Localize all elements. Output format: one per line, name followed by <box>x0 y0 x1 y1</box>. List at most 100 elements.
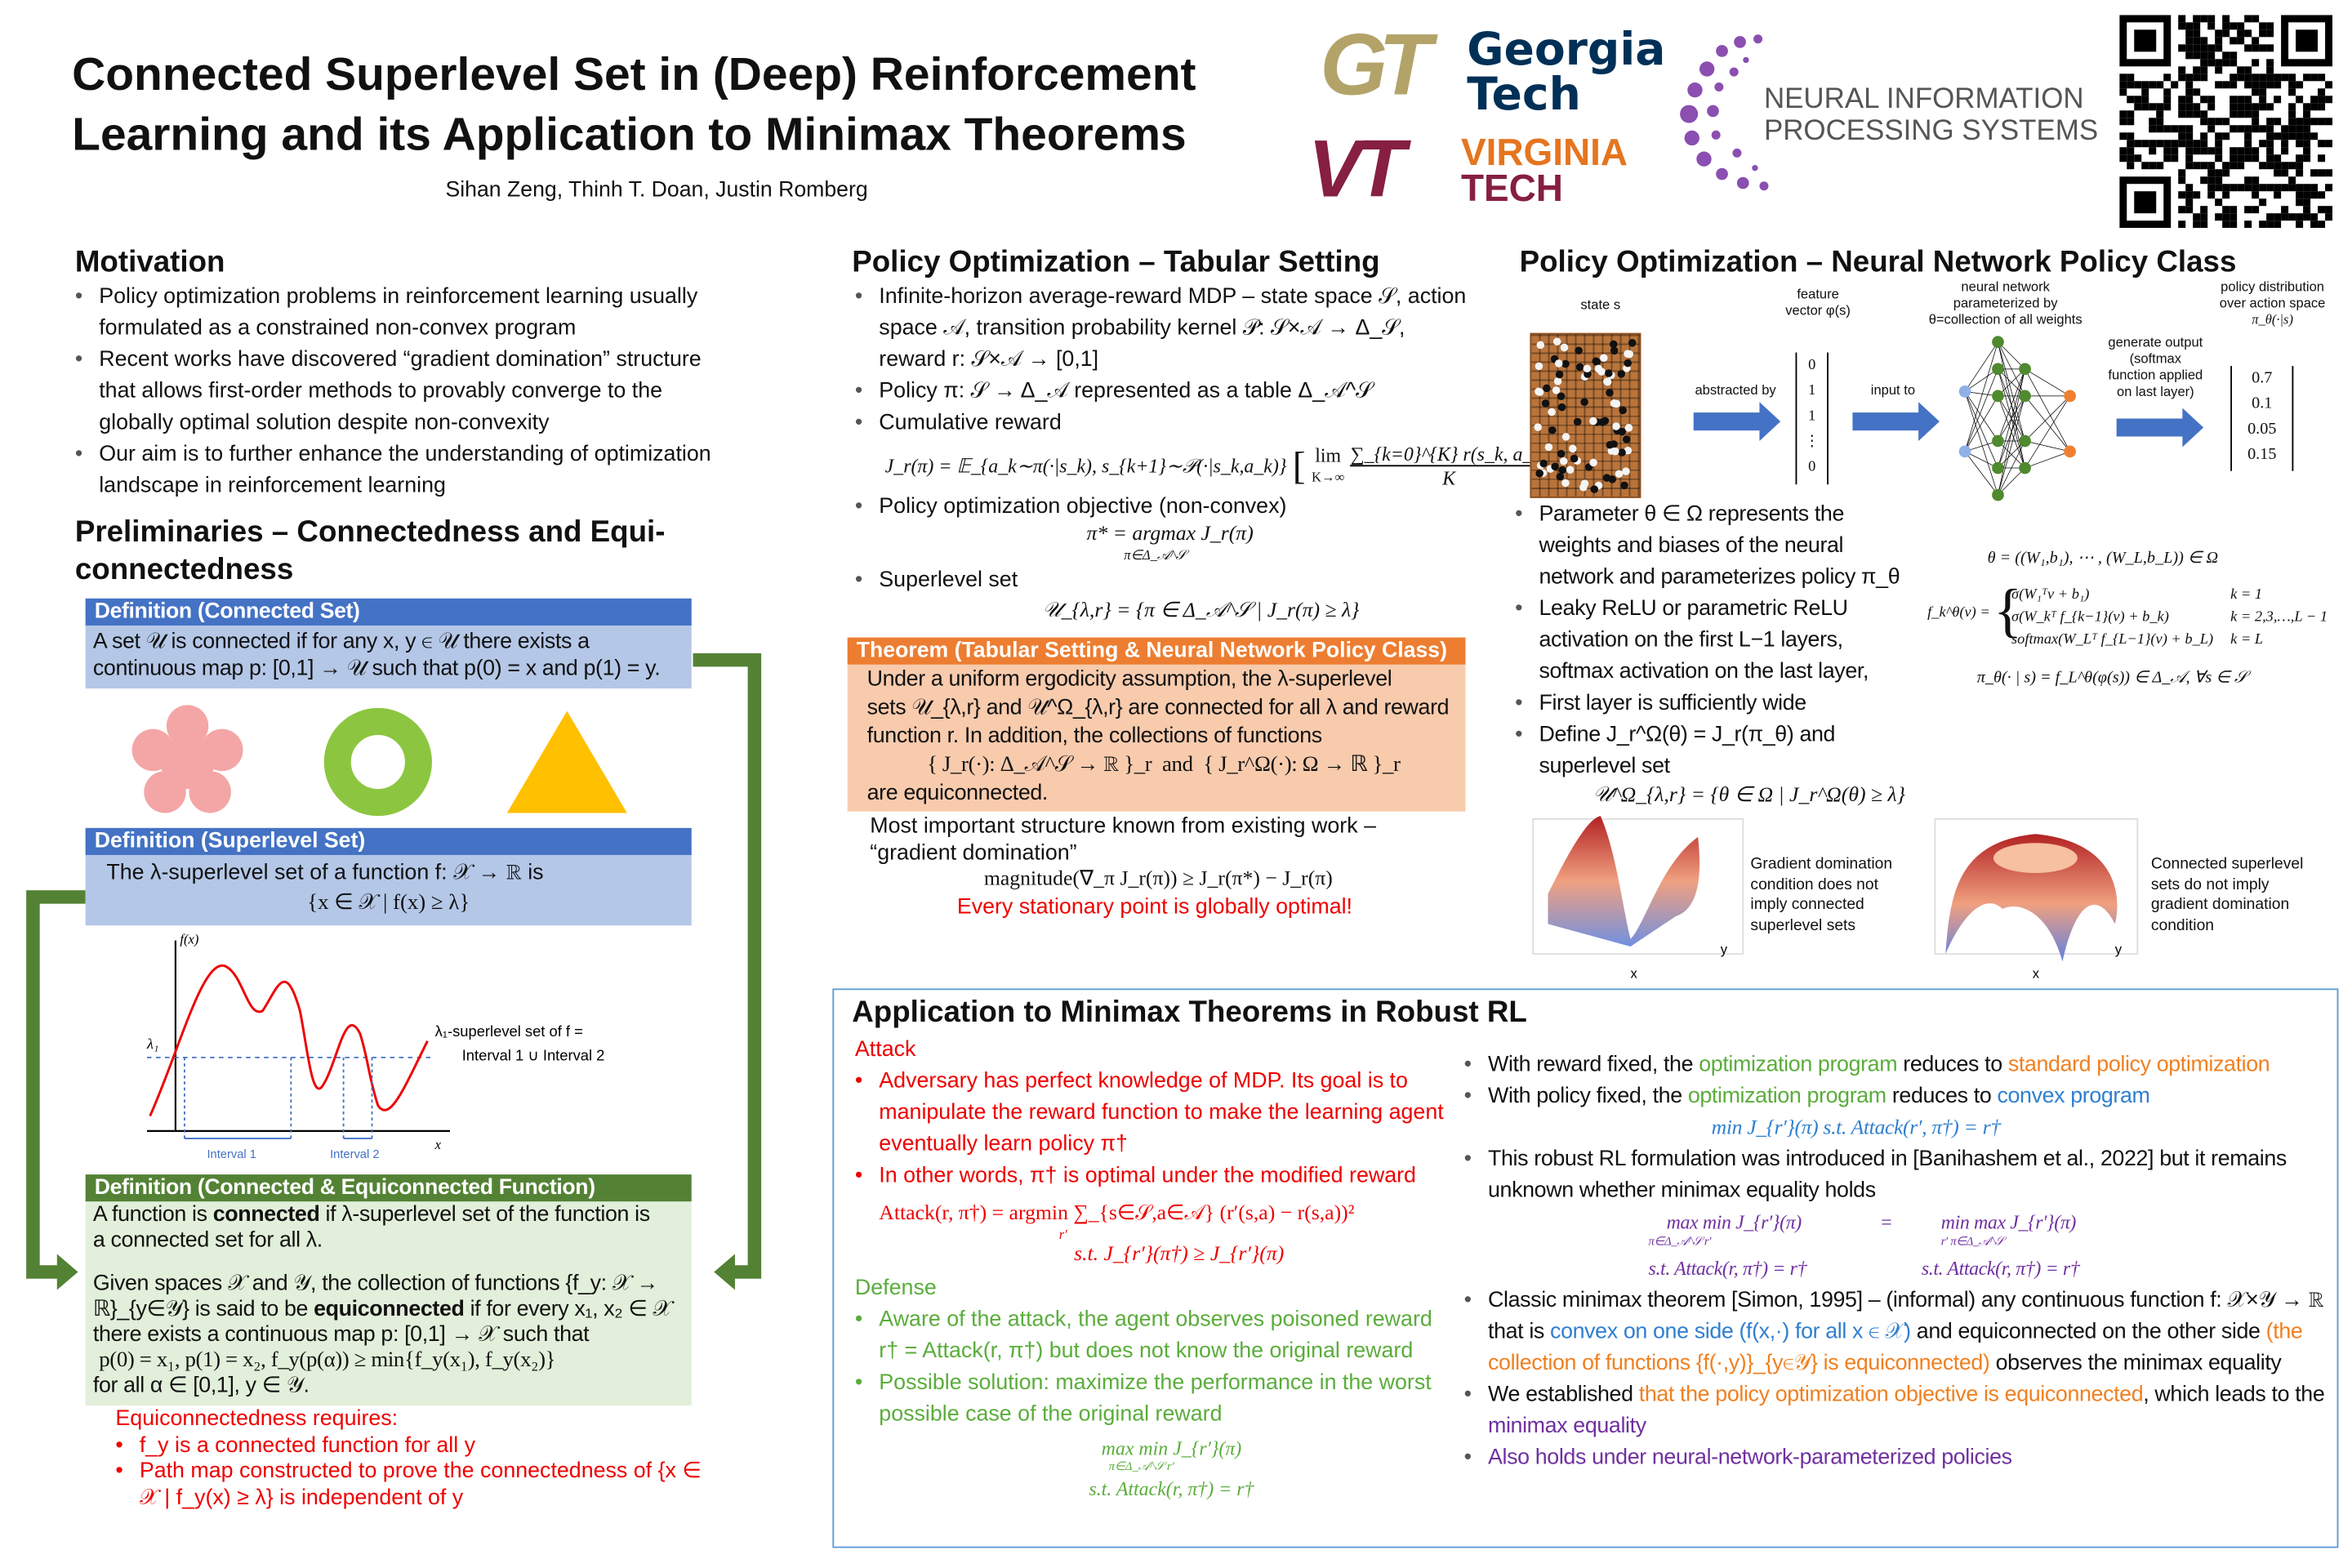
ring-shape-icon <box>323 707 432 817</box>
application-item: This robust RL formulation was introduce… <box>1464 1144 2327 1207</box>
superlevel-formula: 𝒰_{λ,r} = {π ∈ Δ_𝒜^𝒮 | J_r(π) ≥ λ} <box>1042 599 1360 623</box>
application-right-list-2: This robust RL formulation was introduce… <box>1464 1144 2327 1207</box>
note-highlight: Every stationary point is globally optim… <box>956 895 1353 920</box>
blue-arrow-icon <box>1852 402 1940 441</box>
x-axis-label: x <box>1630 966 1637 982</box>
tabular-item: Policy π: 𝒮 → Δ_𝒜 represented as a table… <box>855 376 1477 408</box>
tabular-item: Policy optimization objective (non-conve… <box>855 492 1477 523</box>
cumulative-reward-formula: J_r(π) = 𝔼_{a_k∼π(·|s_k), s_{k+1}∼𝒫(·|s_… <box>884 442 1566 489</box>
nn-superlevel-formula: 𝒰^Ω_{λ,r} = {θ ∈ Ω | J_r^Ω(θ) ≥ λ} <box>1592 784 1905 808</box>
theorem-text: are equiconnected. <box>866 781 1049 806</box>
note-text: “gradient domination” <box>870 841 1077 866</box>
tabular-list-3: Superlevel set <box>855 565 1477 597</box>
requirement-item: Path map constructed to prove the connec… <box>115 1459 715 1512</box>
text-segment: Also holds under neural-network-paramete… <box>1488 1446 2012 1470</box>
definition-superlevel-set: Definition (Superlevel Set) The λ-superl… <box>85 827 692 926</box>
neurips-text-2: PROCESSING SYSTEMS <box>1763 115 2099 147</box>
motivation-item: Our aim is to further enhance the unders… <box>75 439 742 502</box>
superlevel-plot: f(x) x λ₁ Interval 1 Interval 2 λ₁-super… <box>146 931 605 1161</box>
triangle-shape-icon <box>506 710 627 813</box>
motivation-heading: Motivation <box>74 246 225 279</box>
nn-item: Define J_r^Ω(θ) = J_r(π_θ) and superleve… <box>1515 720 1920 783</box>
text-segment: convex program <box>1997 1084 2150 1109</box>
lambda-label: λ₁ <box>146 1036 158 1052</box>
application-item: With policy fixed, the optimization prog… <box>1464 1081 2327 1113</box>
text-segment: We established <box>1488 1383 1639 1407</box>
gt-mark: GT <box>1320 16 1432 114</box>
objective-formula: π* = argmax J_r(π) π∈Δ_𝒜^𝒮 <box>1086 523 1254 563</box>
definition-title: Definition (Connected & Equiconnected Fu… <box>85 1174 692 1202</box>
annotation-line-1: λ₁-superlevel set of f = <box>435 1022 583 1040</box>
preliminaries-heading: Preliminaries – Connectedness and Equi- … <box>75 514 742 590</box>
flow-arrows <box>26 653 762 1290</box>
application-box: Application to Minimax Theorems in Robus… <box>832 988 2339 1548</box>
y-axis-label: f(x) <box>180 931 198 947</box>
theorem-text: function r. In addition, the collections… <box>866 724 1323 749</box>
title-line-1: Connected Superlevel Set in (Deep) Reinf… <box>72 47 1196 101</box>
neurips-text-1: NEURAL INFORMATION <box>1763 83 2084 116</box>
nn-list: Parameter θ ∈ Ω represents the weights a… <box>1515 500 1920 783</box>
text-segment: With policy fixed, the <box>1488 1084 1688 1109</box>
georgia-tech-logo: GT Georgia Tech <box>1320 16 1665 122</box>
definition-formula: p(0) = x₁, p(1) = x₂, f_y(p(α)) ≥ min{f_… <box>99 1348 556 1373</box>
qr-code-icon[interactable] <box>2119 15 2333 229</box>
application-right-column: With reward fixed, the optimization prog… <box>1464 1050 2327 1475</box>
interval-2-label: Interval 2 <box>330 1148 379 1161</box>
gradient-domination-formula: magnitude(∇_π J_r(π)) ≥ J_r(π*) − J_r(π) <box>983 868 1333 891</box>
text-segment: reduces to <box>1886 1084 1998 1109</box>
vt-name-1: VIRGINIA <box>1460 131 1628 175</box>
plot-1-caption: Gradient domination condition does not imp… <box>1750 854 1893 934</box>
y-axis-label: y <box>1721 942 1728 957</box>
definition-text: a connected set for all λ. <box>92 1228 323 1253</box>
tabular-column: Policy Optimization – Tabular Setting In… <box>847 246 1566 921</box>
definition-title: Definition (Superlevel Set) <box>85 827 692 855</box>
theorem-text: Under a uniform ergodicity assumption, t… <box>866 667 1392 692</box>
theorem-box: Theorem (Tabular Setting & Neural Networ… <box>847 637 1466 812</box>
policy-formula: π_θ(· | s) = f_L^θ(φ(s)) ∈ Δ_𝒜, ∀s ∈ 𝒮 <box>1976 669 2247 688</box>
left-column-top: Motivation Policy optimization problems … <box>74 246 742 689</box>
surface-mesh <box>1548 816 1700 947</box>
definition-body: The λ-superlevel set of a function f: 𝒳 … <box>106 861 544 885</box>
theorem-title: Theorem (Tabular Setting & Neural Networ… <box>847 637 1466 665</box>
text-segment: standard policy optimization <box>2007 1053 2270 1077</box>
application-item: With reward fixed, the optimization prog… <box>1464 1050 2327 1082</box>
attack-item: In other words, π† is optimal under the … <box>855 1161 1447 1193</box>
text-segment: optimization program <box>1687 1084 1886 1109</box>
nn-item: First layer is sufficiently wide <box>1515 688 1920 720</box>
application-item: Also holds under neural-network-paramete… <box>1464 1443 2327 1475</box>
definition-body: continuous map p: [0,1] → 𝒰 such that p(… <box>92 657 661 681</box>
arrow-label: input to <box>1870 382 1916 398</box>
defense-item: Aware of the attack, the agent observes … <box>855 1305 1447 1368</box>
annotation-line-2: Interval 1 ∪ Interval 2 <box>462 1047 605 1064</box>
right-flow-arrow <box>693 653 762 1279</box>
text-segment: minimax equality <box>1488 1414 1646 1439</box>
convex-formula: min J_{r′}(π) s.t. Attack(r′, π†) = r† <box>1711 1117 2001 1140</box>
text-segment: that the policy optimization objective i… <box>1638 1383 2144 1407</box>
defense-heading: Defense <box>854 1276 937 1301</box>
arrow-label: abstracted by <box>1695 382 1776 398</box>
state-label: state s <box>1580 296 1621 313</box>
plot-2-caption: Connected superlevel sets do not imply gra… <box>2150 854 2304 934</box>
surface-mesh <box>1945 834 2118 962</box>
softmax-label: generate output (softmax function applied o… <box>2108 334 2203 399</box>
defense-list: Aware of the attack, the agent observes … <box>855 1305 1447 1431</box>
vt-mark: VT <box>1307 124 1405 215</box>
attack-list: Adversary has perfect knowledge of MDP. … <box>855 1067 1447 1192</box>
tabular-list-2: Policy optimization objective (non-conve… <box>855 492 1477 523</box>
nn-item: Leaky ReLU or parametric ReLU activation… <box>1515 594 1920 688</box>
y-axis-label: y <box>2115 942 2123 957</box>
theorem-text: sets 𝒰_{λ,r} and 𝒰^Ω_{λ,r} are connected… <box>866 696 1450 720</box>
text-segment: observes the minimax equality <box>1989 1351 2282 1376</box>
text-segment: convex on one side (f(x,·) for all x ∈ 𝒳… <box>1550 1320 1911 1344</box>
vt-name-2: TECH <box>1460 167 1563 211</box>
blue-arrow-icon <box>2116 408 2204 448</box>
virginia-tech-logo: VT VIRGINIA TECH <box>1308 124 1668 214</box>
attack-item: Adversary has perfect knowledge of MDP. … <box>855 1067 1447 1161</box>
feature-vector: 0 1 1 ⋮ 0 <box>1795 352 1829 485</box>
text-segment: (the collection of functions {f(·,y)}_{y… <box>1488 1320 2303 1376</box>
application-item: Classic minimax theorem [Simon, 1995] – … <box>1464 1285 2327 1380</box>
nn-text-column: Parameter θ ∈ Ω represents the weights a… <box>1515 500 1920 810</box>
feature-label: feature vector φ(s) <box>1785 286 1851 318</box>
text-segment: This robust RL formulation was introduce… <box>1488 1147 2287 1204</box>
policy-output-vector: 0.7 0.1 0.05 0.15 <box>2230 366 2294 471</box>
